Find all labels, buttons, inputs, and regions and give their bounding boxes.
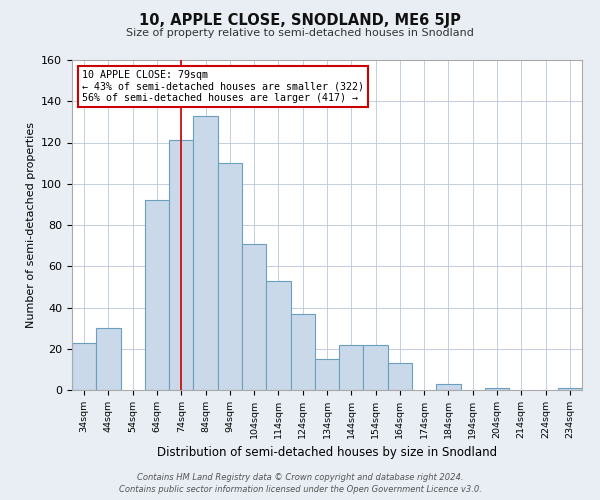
Bar xyxy=(145,200,169,390)
Bar xyxy=(315,359,339,390)
Text: Size of property relative to semi-detached houses in Snodland: Size of property relative to semi-detach… xyxy=(126,28,474,38)
Bar xyxy=(193,116,218,390)
Bar xyxy=(436,384,461,390)
Bar xyxy=(242,244,266,390)
Bar xyxy=(364,344,388,390)
Bar xyxy=(218,163,242,390)
Bar xyxy=(485,388,509,390)
Bar xyxy=(266,280,290,390)
Bar xyxy=(169,140,193,390)
Bar xyxy=(558,388,582,390)
Text: 10, APPLE CLOSE, SNODLAND, ME6 5JP: 10, APPLE CLOSE, SNODLAND, ME6 5JP xyxy=(139,12,461,28)
Y-axis label: Number of semi-detached properties: Number of semi-detached properties xyxy=(26,122,35,328)
Bar xyxy=(339,344,364,390)
Bar xyxy=(388,363,412,390)
Text: Contains HM Land Registry data © Crown copyright and database right 2024.
Contai: Contains HM Land Registry data © Crown c… xyxy=(119,472,481,494)
Bar xyxy=(96,328,121,390)
X-axis label: Distribution of semi-detached houses by size in Snodland: Distribution of semi-detached houses by … xyxy=(157,446,497,460)
Bar xyxy=(290,314,315,390)
Bar xyxy=(72,342,96,390)
Text: 10 APPLE CLOSE: 79sqm
← 43% of semi-detached houses are smaller (322)
56% of sem: 10 APPLE CLOSE: 79sqm ← 43% of semi-deta… xyxy=(82,70,364,103)
